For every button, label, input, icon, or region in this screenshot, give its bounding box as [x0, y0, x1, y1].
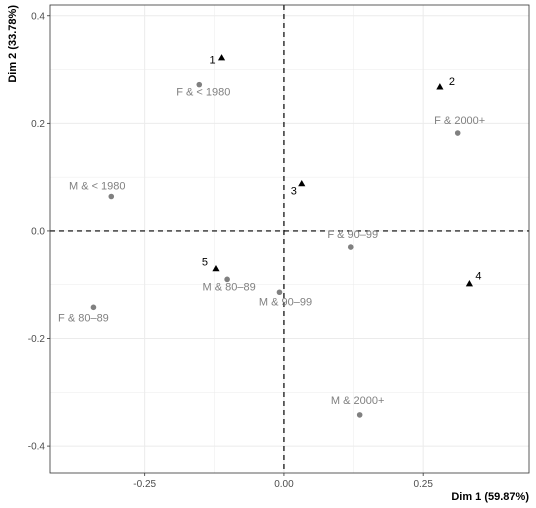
circle-point-label: M & 2000+ [331, 395, 385, 407]
grid-lines [50, 5, 529, 473]
data-points: 1 2 3 4 5 F & < 1980 F & 2000+ M & < 1980 F & 90… [58, 54, 485, 418]
triangle-point-label: 5 [202, 257, 208, 269]
y-tick-label: 0.0 [31, 226, 45, 237]
circle-point [196, 81, 203, 88]
x-axis-ticks: -0.25 0.00 0.25 [133, 473, 433, 490]
circle-point [356, 412, 363, 418]
triangle-point-label: 3 [291, 186, 297, 198]
triangle-point-label: 4 [475, 271, 481, 283]
circle-point-label: M & < 1980 [69, 181, 126, 193]
x-axis-title: Dim 1 (59.87%) [451, 491, 529, 503]
circle-point [454, 130, 461, 136]
circle-point-label: M & 90–99 [259, 296, 312, 308]
triangle-point [217, 54, 226, 61]
y-tick-label: 0.2 [31, 119, 45, 130]
panel-background [50, 5, 529, 473]
x-tick-label: -0.25 [133, 479, 156, 490]
circle-point [90, 304, 97, 311]
y-tick-label: -0.2 [28, 334, 46, 345]
circle-point-label: F & 90–99 [327, 229, 378, 241]
circle-point [276, 289, 283, 296]
circle-point-label: F & < 1980 [176, 87, 230, 99]
x-tick-label: 0.00 [274, 479, 294, 490]
triangle-point [298, 179, 306, 187]
y-axis-ticks: -0.4 -0.2 0.0 0.2 0.4 [28, 11, 50, 453]
panel-border [49, 4, 530, 474]
circle-point [347, 244, 354, 250]
reference-lines [50, 5, 529, 473]
circle-point-label: M & 80–89 [203, 281, 256, 293]
circle-point-label: F & 2000+ [434, 115, 485, 127]
y-axis-title: Dim 2 (33.78%) [7, 5, 19, 83]
x-tick-label: 0.25 [413, 479, 433, 490]
triangle-point-label: 1 [209, 55, 215, 67]
triangle-point [436, 83, 444, 90]
circle-point-label: F & 80–89 [58, 312, 109, 324]
circle-point [224, 276, 230, 283]
y-tick-label: -0.4 [28, 442, 46, 453]
circle-point [108, 193, 115, 200]
y-tick-label: 0.4 [31, 11, 45, 22]
triangle-point [212, 264, 220, 272]
triangle-point-label: 2 [449, 76, 455, 88]
triangle-point [465, 280, 474, 287]
